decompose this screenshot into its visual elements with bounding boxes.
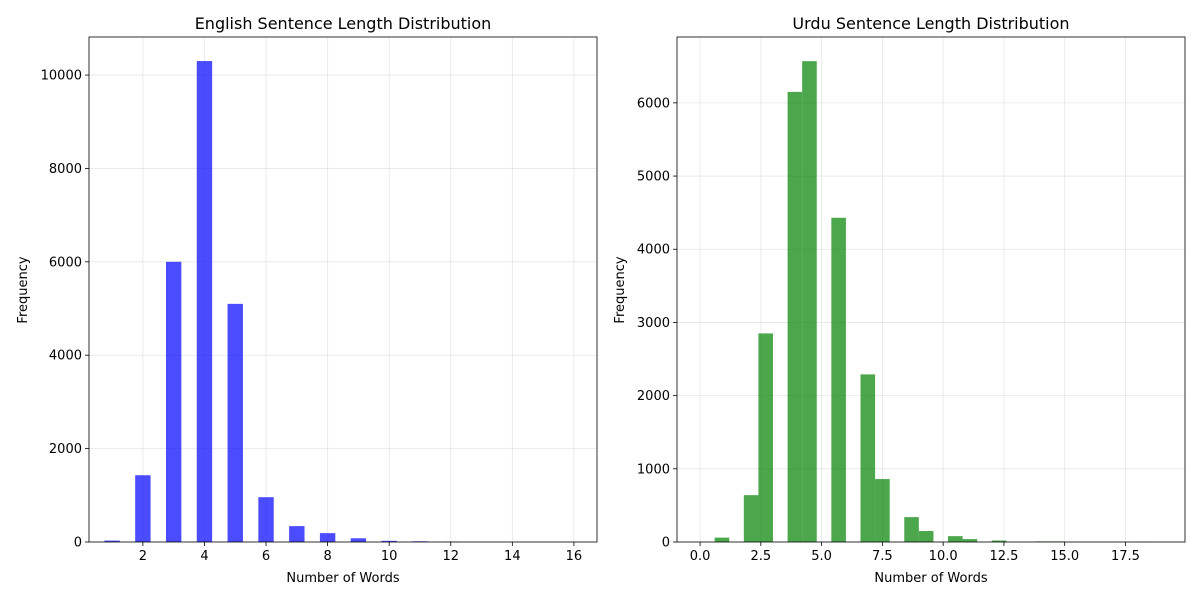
y-axis-label: Frequency <box>613 256 628 323</box>
x-tick-label: 14 <box>504 549 521 564</box>
histogram-bar <box>860 374 876 542</box>
histogram-bar <box>802 61 817 543</box>
y-tick-label: 6000 <box>49 255 82 270</box>
histogram-bar <box>104 540 120 542</box>
histogram-bar <box>714 537 730 542</box>
plot-frame <box>676 36 1186 543</box>
x-tick-label: 17.5 <box>1111 549 1140 564</box>
y-tick-label: 0 <box>662 536 670 551</box>
histogram-bar <box>787 91 803 543</box>
histogram-bar <box>165 261 182 542</box>
y-axis-label: Frequency <box>16 256 31 323</box>
x-tick-label: 15.0 <box>1050 549 1079 564</box>
histogram-bar <box>350 538 367 542</box>
x-tick-label: 8 <box>323 549 331 564</box>
histogram-bar <box>758 333 774 542</box>
x-tick-label: 5.0 <box>811 549 832 564</box>
y-tick-label: 2000 <box>49 442 82 457</box>
x-tick-label: 2.5 <box>751 549 772 564</box>
x-axis-label: Number of Words <box>286 571 399 586</box>
chart-title: Urdu Sentence Length Distribution <box>792 14 1069 33</box>
histogram-bar <box>743 495 759 542</box>
histogram-bar <box>319 533 336 542</box>
histogram-bar <box>258 497 274 542</box>
x-tick-label: 6 <box>262 549 270 564</box>
x-tick-label: 7.5 <box>872 549 893 564</box>
histogram-bar <box>875 479 890 542</box>
histogram-bar <box>991 540 1007 542</box>
y-tick-label: 3000 <box>637 316 670 331</box>
histogram-bar <box>227 303 243 542</box>
histogram-bar <box>948 536 963 542</box>
y-tick-label: 4000 <box>49 349 82 364</box>
y-tick-label: 6000 <box>637 96 670 111</box>
histogram-bar <box>904 517 919 542</box>
x-tick-label: 12.5 <box>989 549 1018 564</box>
histogram-bar <box>135 475 151 542</box>
y-tick-label: 0 <box>74 536 82 551</box>
x-tick-label: 10 <box>381 549 398 564</box>
y-tick-label: 8000 <box>49 162 82 177</box>
histogram-bar <box>289 526 305 542</box>
x-tick-label: 2 <box>139 549 147 564</box>
x-tick-label: 12 <box>442 549 459 564</box>
y-tick-label: 4000 <box>637 243 670 258</box>
x-tick-label: 0.0 <box>690 549 711 564</box>
y-tick-label: 5000 <box>637 170 670 185</box>
histogram-bar <box>918 531 934 542</box>
y-tick-label: 2000 <box>637 389 670 404</box>
histogram-bar <box>196 61 213 543</box>
x-tick-label: 16 <box>566 549 583 564</box>
y-tick-label: 1000 <box>637 462 670 477</box>
x-axis-label: Number of Words <box>874 571 987 586</box>
histogram-bar <box>962 539 978 542</box>
histogram-bar <box>381 540 397 542</box>
y-tick-label: 10000 <box>41 69 82 84</box>
x-tick-label: 4 <box>200 549 208 564</box>
plot-frame <box>88 36 598 543</box>
x-tick-label: 10.0 <box>929 549 958 564</box>
chart-title: English Sentence Length Distribution <box>195 14 492 33</box>
histogram-bar <box>831 217 846 542</box>
urdu-histogram: 0.0 2.5 5.0 7.5 10.0 12.5 15.0 17.5 0 1000 2000 300… <box>613 14 1186 586</box>
english-histogram: 2 4 6 8 10 12 14 16 0 2000 4000 6000 8000 10000 Engli… <box>16 14 598 586</box>
